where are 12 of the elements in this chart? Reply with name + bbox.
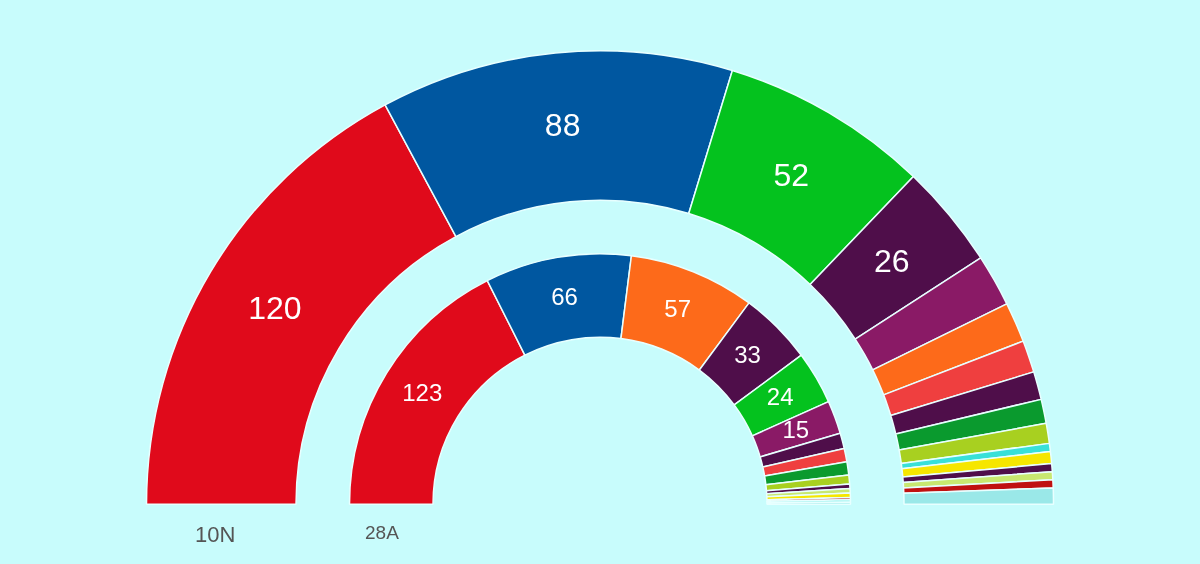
data-label: 24 bbox=[766, 383, 794, 411]
data-label: 57 bbox=[664, 295, 692, 323]
data-label: 88 bbox=[544, 107, 581, 144]
data-label: 123 bbox=[402, 379, 443, 407]
data-label: 33 bbox=[734, 341, 761, 369]
text: 28A bbox=[365, 522, 399, 544]
text: 10N bbox=[195, 522, 236, 548]
data-label: 15 bbox=[782, 416, 810, 444]
data-label: 26 bbox=[874, 242, 910, 279]
data-label: 120 bbox=[248, 289, 302, 326]
data-label: 52 bbox=[773, 157, 810, 194]
data-label: 66 bbox=[551, 283, 578, 311]
